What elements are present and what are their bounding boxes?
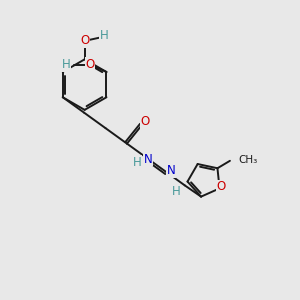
- Text: O: O: [141, 115, 150, 128]
- Text: H: H: [171, 185, 180, 198]
- Text: H: H: [61, 58, 70, 71]
- Text: O: O: [85, 58, 95, 71]
- Text: N: N: [144, 153, 153, 166]
- Text: O: O: [80, 34, 89, 47]
- Text: CH₃: CH₃: [238, 155, 257, 165]
- Text: O: O: [216, 180, 226, 194]
- Text: N: N: [167, 164, 176, 177]
- Text: H: H: [100, 29, 108, 42]
- Text: H: H: [133, 155, 141, 169]
